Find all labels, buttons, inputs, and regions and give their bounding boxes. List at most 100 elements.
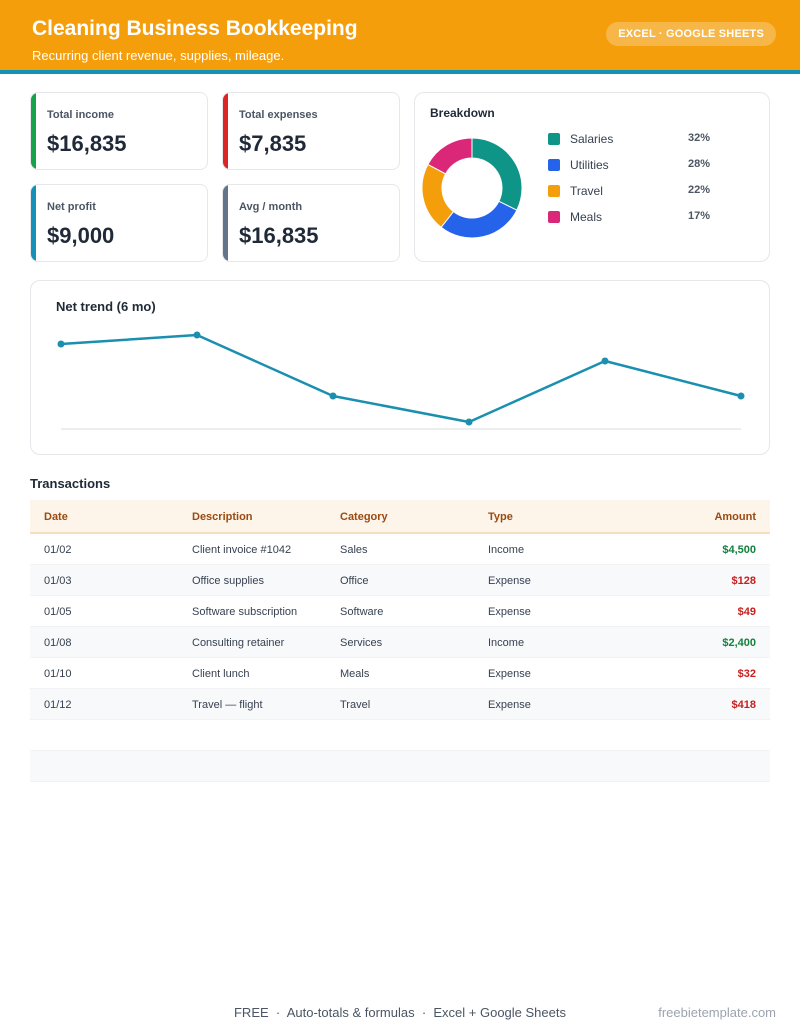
cell-type: Expense — [488, 699, 531, 711]
legend-label: Utilities — [570, 158, 609, 172]
page-subtitle: Recurring client revenue, supplies, mile… — [32, 48, 285, 63]
table-header-row: Date Description Category Type Amount — [30, 500, 770, 534]
table-row: 01/02 Client invoice #1042 Sales Income … — [30, 534, 770, 565]
kpi-value: $16,835 — [239, 223, 319, 248]
column-header-type: Type — [488, 511, 513, 523]
kpi-value: $7,835 — [239, 131, 307, 156]
donut-slice-utilities — [440, 200, 518, 239]
header-banner: Cleaning Business Bookkeeping Recurring … — [0, 0, 800, 74]
column-header-date: Date — [44, 511, 68, 523]
cell-category: Software — [340, 606, 384, 618]
cell-date: 01/02 — [44, 544, 72, 556]
transactions-title: Transactions — [30, 476, 111, 491]
table-row: 01/05 Software subscription Software Exp… — [30, 596, 770, 627]
kpi-accent-bar — [31, 93, 36, 169]
kpi-accent-bar — [223, 93, 228, 169]
legend-percent: 22% — [688, 184, 711, 196]
trend-data-point — [329, 392, 337, 400]
cell-amount: $128 — [731, 575, 756, 587]
cell-category: Meals — [340, 668, 370, 680]
transactions-table: Date Description Category Type Amount 01… — [30, 500, 770, 720]
cell-date: 01/03 — [44, 575, 72, 587]
legend-item-meals: Meals 17% — [548, 209, 718, 225]
trend-data-point — [465, 418, 473, 426]
net-trend-card: Net trend (6 mo) — [30, 280, 770, 455]
table-row: 01/03 Office supplies Office Expense $12… — [30, 565, 770, 596]
legend-label: Travel — [570, 184, 603, 198]
breakdown-title: Breakdown — [430, 106, 495, 120]
column-header-category: Category — [340, 511, 388, 523]
cell-description: Client invoice #1042 — [192, 544, 292, 556]
cell-date: 01/12 — [44, 699, 72, 711]
column-header-description: Description — [192, 511, 253, 523]
kpi-label: Total income — [47, 109, 115, 121]
donut-slice-meals — [427, 137, 473, 175]
donut-slice-travel — [421, 163, 455, 229]
legend-item-utilities: Utilities 28% — [548, 157, 718, 173]
cell-category: Services — [340, 637, 383, 649]
kpi-accent-bar — [31, 185, 36, 261]
table-row: 01/08 Consulting retainer Services Incom… — [30, 627, 770, 658]
cell-amount: $4,500 — [722, 544, 756, 556]
legend-percent: 17% — [688, 210, 711, 222]
column-header-amount: Amount — [714, 511, 756, 523]
table-row: 01/10 Client lunch Meals Expense $32 — [30, 658, 770, 689]
kpi-value: $9,000 — [47, 223, 115, 248]
kpi-net-profit: Net profit $9,000 — [30, 184, 208, 262]
legend-percent: 32% — [688, 132, 711, 144]
cell-category: Office — [340, 575, 369, 587]
cell-description: Travel — flight — [192, 699, 263, 711]
trend-series-line — [60, 333, 742, 424]
cell-amount: $32 — [737, 668, 756, 680]
kpi-total-income: Total income $16,835 — [30, 92, 208, 170]
cell-description: Office supplies — [192, 575, 264, 587]
kpi-accent-bar — [223, 185, 228, 261]
cell-type: Income — [488, 544, 525, 556]
cell-date: 01/08 — [44, 637, 72, 649]
cell-description: Consulting retainer — [192, 637, 285, 649]
kpi-label: Avg / month — [239, 201, 303, 213]
cell-type: Expense — [488, 668, 531, 680]
legend-swatch — [548, 159, 560, 171]
donut-slice-salaries — [471, 137, 523, 211]
cell-amount: $418 — [731, 699, 756, 711]
trend-data-point — [737, 392, 745, 400]
kpi-label: Total expenses — [239, 109, 318, 121]
cell-category: Travel — [340, 699, 371, 711]
trend-chart-title: Net trend (6 mo) — [56, 299, 156, 314]
cell-type: Expense — [488, 575, 531, 587]
footer-site-link[interactable]: freebietemplate.com — [658, 1005, 776, 1020]
format-badge: EXCEL · GOOGLE SHEETS — [606, 22, 776, 46]
kpi-value: $16,835 — [47, 131, 127, 156]
kpi-avg-month: Avg / month $16,835 — [222, 184, 400, 262]
cell-category: Sales — [340, 544, 368, 556]
legend-item-salaries: Salaries 32% — [548, 131, 718, 147]
kpi-label: Net profit — [47, 201, 96, 213]
legend-swatch — [548, 185, 560, 197]
breakdown-donut-chart — [421, 137, 523, 239]
cell-type: Income — [488, 637, 525, 649]
legend-label: Salaries — [570, 132, 614, 146]
page-title: Cleaning Business Bookkeeping — [32, 17, 358, 40]
legend-item-travel: Travel 22% — [548, 183, 718, 199]
cell-date: 01/10 — [44, 668, 72, 680]
cell-amount: $2,400 — [722, 637, 756, 649]
legend-swatch — [548, 211, 560, 223]
trend-data-point — [601, 357, 609, 365]
cell-date: 01/05 — [44, 606, 72, 618]
breakdown-card: Breakdown Salaries 32% Utilities 28% Tra… — [414, 92, 770, 262]
footer-features: FREE · Auto-totals & formulas · Excel + … — [233, 1005, 566, 1020]
table-row: 01/12 Travel — flight Travel Expense $41… — [30, 689, 770, 720]
empty-table-row — [30, 720, 770, 751]
legend-label: Meals — [570, 210, 603, 224]
cell-type: Expense — [488, 606, 531, 618]
net-trend-line-chart — [57, 331, 745, 430]
empty-table-row — [30, 751, 770, 782]
cell-description: Software subscription — [192, 606, 298, 618]
trend-data-point — [57, 340, 65, 348]
legend-percent: 28% — [688, 158, 711, 170]
trend-data-point — [193, 331, 201, 339]
cell-description: Client lunch — [192, 668, 250, 680]
legend-swatch — [548, 133, 560, 145]
kpi-total-expenses: Total expenses $7,835 — [222, 92, 400, 170]
